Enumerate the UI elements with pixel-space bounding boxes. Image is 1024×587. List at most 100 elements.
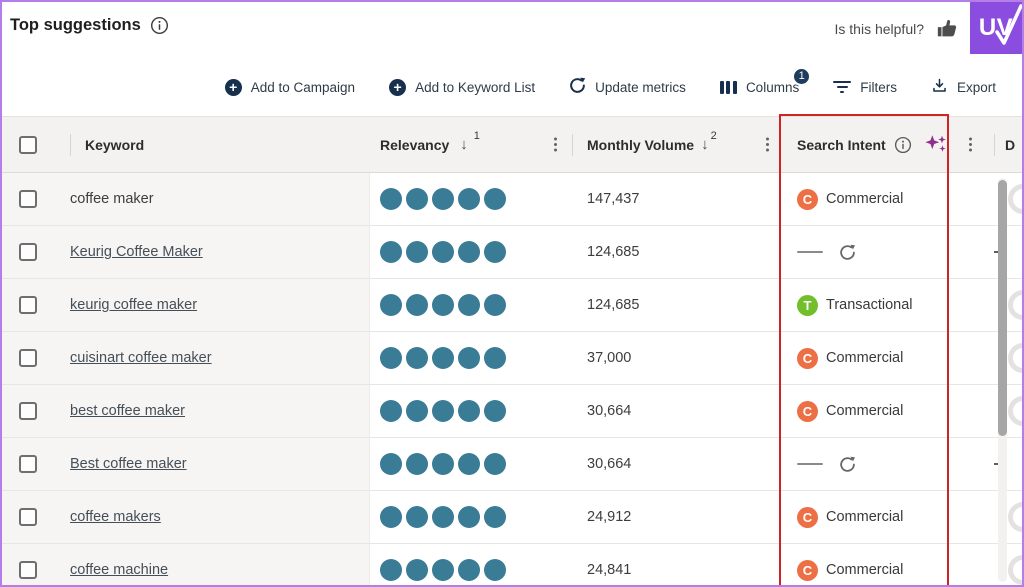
intent-label: Commercial [826,562,903,578]
search-intent-cell: CCommercial [779,332,982,384]
add-to-campaign-button[interactable]: + Add to Campaign [225,79,355,96]
relevancy-dots [370,491,567,543]
keyword-link[interactable]: coffee maker [70,191,154,207]
keyword-link[interactable]: Keurig Coffee Maker [70,244,203,260]
relevancy-dot [432,347,454,369]
relevancy-dot [458,294,480,316]
table-body: coffee maker 147,437 CCommercial Keurig … [2,173,1022,587]
table-row: cuisinart coffee maker 37,000 CCommercia… [2,332,1022,385]
row-checkbox[interactable] [19,349,37,367]
info-icon[interactable] [894,136,912,154]
row-checkbox[interactable] [19,243,37,261]
table-row: coffee maker 147,437 CCommercial [2,173,1022,226]
scrollbar-thumb[interactable] [998,180,1007,436]
intent-label: Transactional [826,297,913,313]
intent-label: Commercial [826,191,903,207]
row-checkbox[interactable] [19,561,37,579]
search-intent-cell: TTransactional [779,279,982,331]
search-intent-cell: CCommercial [779,491,982,543]
header-relevancy[interactable]: Relevancy ↓ 1 [370,117,567,172]
intent-label: Commercial [826,509,903,525]
row-checkbox[interactable] [19,190,37,208]
table-row: coffee makers 24,912 CCommercial [2,491,1022,544]
select-all-checkbox[interactable] [19,136,37,154]
header-next-column-partial[interactable]: D [982,117,1022,172]
keyword-link[interactable]: cuisinart coffee maker [70,350,212,366]
table-row: best coffee maker 30,664 CCommercial [2,385,1022,438]
keyword-link[interactable]: coffee machine [70,562,168,578]
monthly-volume-column-menu-button[interactable] [756,117,780,172]
kebab-icon [766,143,770,147]
search-intent-cell [779,438,982,490]
columns-label: Columns [746,80,799,95]
uv-logo[interactable]: UV [970,2,1022,54]
relevancy-dot [484,347,506,369]
intent-refresh-button[interactable] [839,456,856,473]
relevancy-column-menu-button[interactable] [544,117,568,172]
relevancy-dot [432,241,454,263]
refresh-icon [839,249,856,264]
relevancy-dot [458,241,480,263]
relevancy-dot [380,400,402,422]
relevancy-dot [484,188,506,210]
relevancy-dot [432,294,454,316]
table-header-row: Keyword Relevancy ↓ 1 Monthly Volume ↓ 2… [2,117,1022,173]
export-button[interactable]: Export [931,77,996,97]
info-icon[interactable] [150,16,169,35]
thumbs-up-button[interactable] [936,18,958,40]
relevancy-dot [484,241,506,263]
columns-button[interactable]: Columns 1 [720,80,799,95]
plus-icon: + [389,79,406,96]
search-intent-cell [779,226,982,278]
header-divider [70,134,71,156]
relevancy-dot [458,506,480,528]
header-keyword[interactable]: Keyword [54,117,370,172]
difficulty-donut-partial [1008,184,1024,214]
intent-refresh-button[interactable] [839,244,856,261]
relevancy-dot [484,559,506,581]
keyword-link[interactable]: Best coffee maker [70,456,187,472]
difficulty-donut-partial [1008,502,1024,532]
relevancy-dot [432,400,454,422]
add-to-keyword-list-label: Add to Keyword List [415,80,535,95]
filter-icon [833,81,851,93]
kebab-icon [969,143,973,147]
relevancy-dots [370,544,567,587]
relevancy-dot [406,400,428,422]
refresh-icon [569,77,586,97]
relevancy-dot [484,294,506,316]
search-intent-cell: CCommercial [779,173,982,225]
keywords-table: Keyword Relevancy ↓ 1 Monthly Volume ↓ 2… [2,116,1022,587]
row-checkbox[interactable] [19,296,37,314]
row-checkbox[interactable] [19,455,37,473]
relevancy-dot [406,294,428,316]
keyword-link[interactable]: keurig coffee maker [70,297,197,313]
update-metrics-button[interactable]: Update metrics [569,77,686,97]
monthly-volume-value: 30,664 [567,385,779,437]
header-monthly-volume[interactable]: Monthly Volume ↓ 2 [567,117,779,172]
sort-order-badge: 2 [711,130,717,142]
thumbs-up-icon [936,28,958,43]
row-checkbox[interactable] [19,508,37,526]
monthly-volume-value: 24,841 [567,544,779,587]
row-checkbox[interactable] [19,402,37,420]
difficulty-donut-partial [1008,290,1024,320]
relevancy-dot [380,294,402,316]
keyword-link[interactable]: best coffee maker [70,403,185,419]
intent-commercial-icon: C [797,560,818,581]
relevancy-dots [370,438,567,490]
relevancy-dots [370,173,567,225]
header-search-intent[interactable]: Search Intent [779,117,982,172]
add-to-keyword-list-button[interactable]: + Add to Keyword List [389,79,535,96]
filters-button[interactable]: Filters [833,80,897,95]
monthly-volume-header-label: Monthly Volume [587,137,694,153]
keyword-link[interactable]: coffee makers [70,509,161,525]
monthly-volume-value: 124,685 [567,279,779,331]
table-row: keurig coffee maker 124,685 TTransaction… [2,279,1022,332]
relevancy-dot [380,559,402,581]
header-divider [994,134,995,156]
relevancy-dot [406,347,428,369]
search-intent-column-menu-button[interactable] [959,117,983,172]
relevancy-dot [458,347,480,369]
relevancy-dot [380,188,402,210]
